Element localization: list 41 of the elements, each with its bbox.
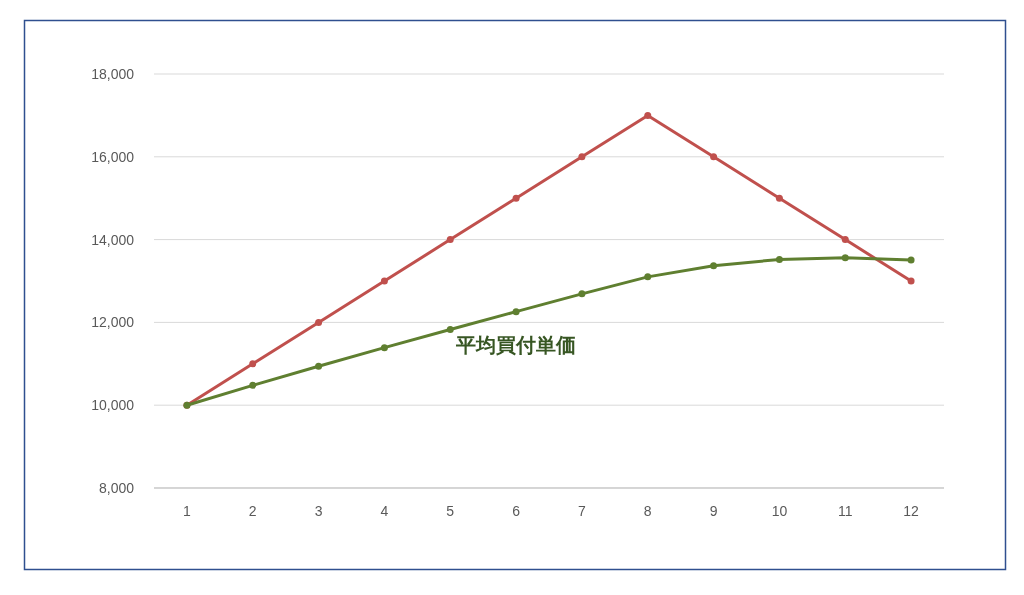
x-tick-label: 11 [837, 503, 853, 519]
x-tick-label: 4 [380, 503, 389, 519]
x-tick-label: 7 [578, 503, 587, 519]
point [249, 360, 257, 368]
point [446, 236, 454, 244]
point [644, 111, 652, 119]
point [315, 318, 323, 326]
x-tick-label: 12 [903, 503, 920, 519]
point [644, 273, 652, 281]
y-tick-label: 18,000 [91, 66, 135, 82]
y-tick-label: 16,000 [91, 148, 135, 165]
x-tick-label: 2 [248, 503, 257, 519]
point [907, 256, 915, 264]
y-tick-label: 10,000 [91, 397, 135, 414]
point [446, 325, 454, 333]
point [512, 308, 520, 316]
point [775, 255, 783, 263]
point [775, 194, 783, 202]
y-tick-label: 14,000 [91, 231, 135, 248]
x-tick-label: 5 [446, 503, 455, 519]
point [841, 254, 849, 262]
x-tick-label: 8 [643, 503, 652, 519]
x-tick-label: 1 [183, 503, 192, 519]
point [907, 277, 915, 285]
x-tick-label: 10 [771, 503, 788, 519]
point [249, 381, 257, 389]
point [315, 362, 323, 370]
y-tick-label: 8,000 [98, 480, 135, 496]
series-label: 平均買付単価 [455, 333, 577, 356]
point [380, 344, 388, 352]
y-tick-label: 12,000 [91, 314, 135, 331]
point [578, 290, 586, 298]
point [710, 153, 718, 161]
point [841, 236, 849, 244]
x-tick-label: 9 [709, 503, 718, 519]
point [380, 277, 388, 285]
point [512, 194, 520, 202]
x-tick-label: 3 [314, 503, 323, 519]
point [578, 153, 586, 161]
point [710, 262, 718, 270]
x-tick-label: 6 [512, 503, 521, 519]
